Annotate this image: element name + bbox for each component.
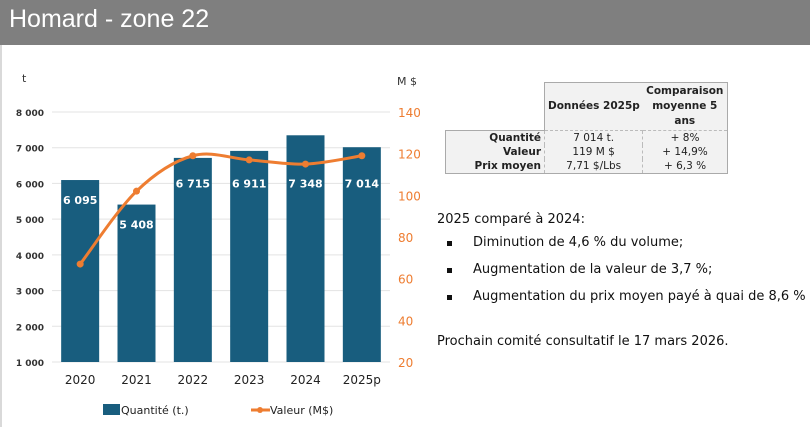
valeur-point-2024: [302, 160, 309, 168]
row-label: Prix moyen: [445, 159, 545, 174]
bullet-item: Augmentation du prix moyen payé à quai d…: [437, 285, 810, 312]
bullet-icon: [447, 295, 452, 300]
legend-swatch-quantite: [103, 404, 120, 415]
table-header-data: Données 2025p: [543, 82, 643, 131]
right-tick-label: 100: [398, 189, 420, 203]
valeur-point-2023: [245, 156, 253, 164]
left-tick-label: 5 000: [16, 216, 44, 226]
table-row: Valeur 119 M $ + 14,9%: [445, 145, 728, 159]
left-tick-label: 6 000: [16, 180, 44, 190]
summary-text: 2025 comparé à 2024: Diminution de 4,6 %…: [437, 212, 810, 349]
bar-data-label: 7 348: [288, 177, 322, 190]
left-tick-label: 3 000: [16, 288, 44, 298]
bar-data-label: 7 014: [345, 177, 380, 190]
row-label: Quantité: [445, 130, 545, 145]
right-axis-label: M $: [397, 75, 417, 88]
bullet-icon: [447, 241, 452, 246]
bullet-item: Augmentation de la valeur de 3,7 %;: [437, 258, 810, 285]
x-tick-label: 2021: [121, 373, 152, 387]
row-value: 119 M $: [543, 145, 643, 159]
legend: Quantité (t.) Valeur (M$): [103, 404, 333, 417]
bar-data-label: 6 095: [63, 194, 97, 207]
header-bar: Homard - zone 22: [0, 0, 810, 45]
table-header-comparison: Comparaison moyenne 5 ans: [642, 82, 728, 131]
combo-chart: t M $ 6 095 5 408 6 715 6 911 7 348 7 014 1 00…: [16, 72, 420, 417]
right-tick-label: 120: [398, 148, 420, 162]
bar-2025p: [342, 147, 381, 362]
row-comparison: + 14,9%: [642, 145, 728, 159]
row-label: Valeur: [445, 145, 545, 159]
valeur-point-2025p: [358, 152, 366, 160]
bar-data-label: 5 408: [119, 219, 153, 232]
bullet-icon: [447, 268, 452, 273]
valeur-point-2022: [189, 152, 197, 160]
bar-2022: [173, 157, 212, 362]
bar-2024: [286, 135, 325, 362]
bullet-text: Augmentation du prix moyen payé à quai d…: [473, 289, 806, 304]
row-comparison: + 6,3 %: [642, 159, 728, 174]
bar-data-label: 6 911: [232, 177, 266, 190]
x-tick-label: 2023: [234, 373, 265, 387]
right-tick-label: 40: [398, 314, 413, 328]
legend-label-valeur: Valeur (M$): [270, 404, 333, 417]
next-meeting-text: Prochain comité consultatif le 17 mars 2…: [437, 334, 729, 349]
right-tick-label: 60: [398, 273, 413, 287]
row-value: 7 014 t.: [543, 130, 643, 145]
valeur-point-2021: [133, 187, 140, 195]
bullet-item: Diminution de 4,6 % du volume;: [437, 231, 810, 258]
bar-data-label: 6 715: [176, 177, 210, 190]
valeur-point-2020: [76, 260, 84, 268]
legend-label-quantite: Quantité (t.): [121, 404, 189, 417]
left-tick-label: 1 000: [16, 359, 44, 369]
row-value: 7,71 $/Lbs: [543, 159, 643, 174]
bullet-text: Diminution de 4,6 % du volume;: [473, 235, 684, 250]
summary-table: Données 2025p Comparaison moyenne 5 ans …: [445, 82, 728, 174]
x-tick-label: 2024: [290, 373, 321, 387]
x-tick-label: 2022: [178, 373, 209, 387]
bullet-text: Augmentation de la valeur de 3,7 %;: [473, 262, 713, 277]
row-comparison: + 8%: [642, 130, 728, 145]
x-tick-label: 2025p: [343, 373, 381, 387]
table-row: Quantité 7 014 t. + 8%: [445, 130, 728, 145]
bar-2021: [117, 204, 156, 362]
right-tick-label: 140: [398, 106, 420, 120]
left-axis-label: t: [22, 72, 27, 85]
left-tick-label: 8 000: [16, 109, 44, 119]
page-title: Homard - zone 22: [9, 5, 210, 33]
left-tick-label: 4 000: [16, 252, 44, 262]
right-tick-label: 20: [398, 356, 413, 370]
x-tick-label: 2020: [65, 373, 96, 387]
legend-marker-valeur: [257, 407, 263, 413]
divider: [0, 45, 2, 427]
left-tick-label: 2 000: [16, 323, 44, 333]
bar-2023: [230, 150, 269, 362]
right-tick-label: 80: [398, 231, 413, 245]
table-row: Prix moyen 7,71 $/Lbs + 6,3 %: [445, 159, 728, 174]
bar-2020: [61, 180, 100, 362]
left-tick-label: 7 000: [16, 145, 44, 155]
summary-heading: 2025 comparé à 2024:: [437, 212, 585, 227]
